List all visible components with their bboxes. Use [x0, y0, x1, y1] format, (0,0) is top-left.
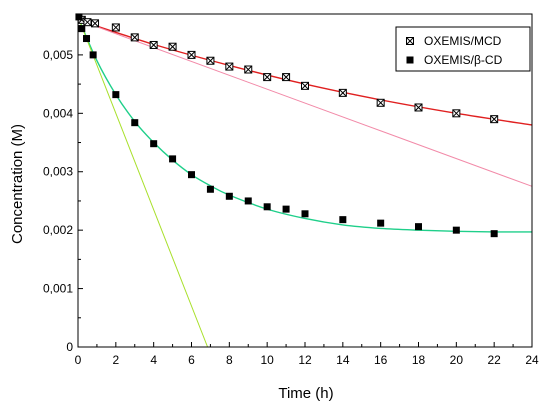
- data-point-oxemis-mcd: [452, 109, 461, 118]
- data-point-oxemis-bcd: [244, 197, 252, 205]
- data-point-oxemis-bcd: [225, 192, 233, 200]
- data-point-oxemis-mcd: [111, 23, 120, 32]
- data-point-oxemis-mcd: [83, 18, 92, 27]
- data-point-oxemis-bcd: [452, 226, 460, 234]
- data-point-oxemis-mcd: [244, 65, 253, 74]
- data-point-oxemis-bcd: [83, 35, 91, 43]
- data-point-oxemis-mcd: [91, 19, 100, 28]
- data-point-oxemis-bcd: [339, 216, 347, 224]
- x-tick-label: 18: [412, 353, 426, 367]
- y-tick-label: 0,003: [43, 165, 73, 179]
- legend: OXEMIS/MCD OXEMIS/β-CD: [395, 26, 531, 72]
- data-point-oxemis-bcd: [377, 219, 385, 227]
- data-point-oxemis-bcd: [490, 230, 498, 238]
- data-point-oxemis-mcd: [130, 33, 139, 42]
- legend-label-oxemis-bcd: OXEMIS/β-CD: [424, 53, 503, 67]
- data-points: [75, 13, 499, 238]
- data-point-oxemis-bcd: [112, 91, 120, 99]
- legend-marker-oxemis-bcd: [406, 56, 414, 64]
- x-tick-label: 16: [374, 353, 388, 367]
- data-point-oxemis-mcd: [206, 56, 215, 65]
- y-axis-label: Concentration (M): [9, 124, 26, 244]
- x-tick-label: 20: [450, 353, 464, 367]
- data-point-oxemis-bcd: [282, 205, 290, 213]
- axes: [77, 13, 533, 348]
- data-point-oxemis-bcd: [263, 203, 271, 211]
- x-tick-label: 22: [487, 353, 501, 367]
- tick-labels: 0 2 4 6 8 10 12 14 16 18 20 22 2400,0010,0020,0030,0…: [43, 48, 539, 367]
- data-point-oxemis-bcd: [78, 25, 86, 33]
- data-point-oxemis-bcd: [150, 140, 158, 148]
- x-tick-label: 4: [150, 353, 157, 367]
- data-point-oxemis-mcd: [282, 73, 291, 82]
- x-tick-label: 10: [260, 353, 274, 367]
- data-point-oxemis-mcd: [338, 88, 347, 97]
- x-tick-label: 2: [112, 353, 119, 367]
- x-tick-label: 24: [525, 353, 539, 367]
- legend-item-oxemis-mcd: [406, 37, 414, 45]
- data-point-oxemis-bcd: [206, 185, 214, 193]
- data-point-oxemis-mcd: [149, 40, 158, 49]
- y-tick-label: 0,004: [43, 106, 73, 120]
- fit-initial-slope-bcd: [77, 16, 209, 348]
- x-tick-label: 0: [75, 353, 82, 367]
- x-tick-label: 14: [336, 353, 350, 367]
- legend-box: [395, 26, 531, 72]
- data-point-oxemis-mcd: [225, 62, 234, 71]
- data-point-oxemis-bcd: [89, 51, 97, 59]
- data-point-oxemis-bcd: [415, 223, 422, 231]
- y-tick-label: 0,001: [43, 282, 73, 296]
- data-point-oxemis-mcd: [263, 73, 272, 82]
- y-tick-label: 0,005: [43, 48, 73, 62]
- data-point-oxemis-mcd: [187, 50, 196, 59]
- data-point-oxemis-bcd: [169, 155, 177, 163]
- x-axis-label: Time (h): [278, 385, 333, 402]
- y-tick-label: 0: [66, 340, 73, 354]
- legend-marker-oxemis-mcd: [406, 37, 414, 45]
- data-point-oxemis-bcd: [188, 171, 195, 179]
- x-tick-label: 12: [298, 353, 312, 367]
- x-tick-label: 8: [226, 353, 233, 367]
- data-point-oxemis-bcd: [131, 119, 139, 127]
- legend-item-oxemis-bcd: [406, 56, 414, 64]
- data-point-oxemis-bcd: [75, 13, 83, 21]
- x-tick-label: 6: [188, 353, 195, 367]
- data-point-oxemis-bcd: [301, 210, 309, 218]
- legend-label-oxemis-mcd: OXEMIS/MCD: [424, 34, 502, 48]
- data-point-oxemis-mcd: [414, 103, 423, 112]
- data-point-oxemis-mcd: [301, 81, 309, 90]
- data-point-oxemis-mcd: [376, 98, 385, 107]
- data-point-oxemis-mcd: [490, 115, 499, 124]
- data-point-oxemis-mcd: [168, 42, 177, 51]
- y-tick-label: 0,002: [43, 223, 73, 237]
